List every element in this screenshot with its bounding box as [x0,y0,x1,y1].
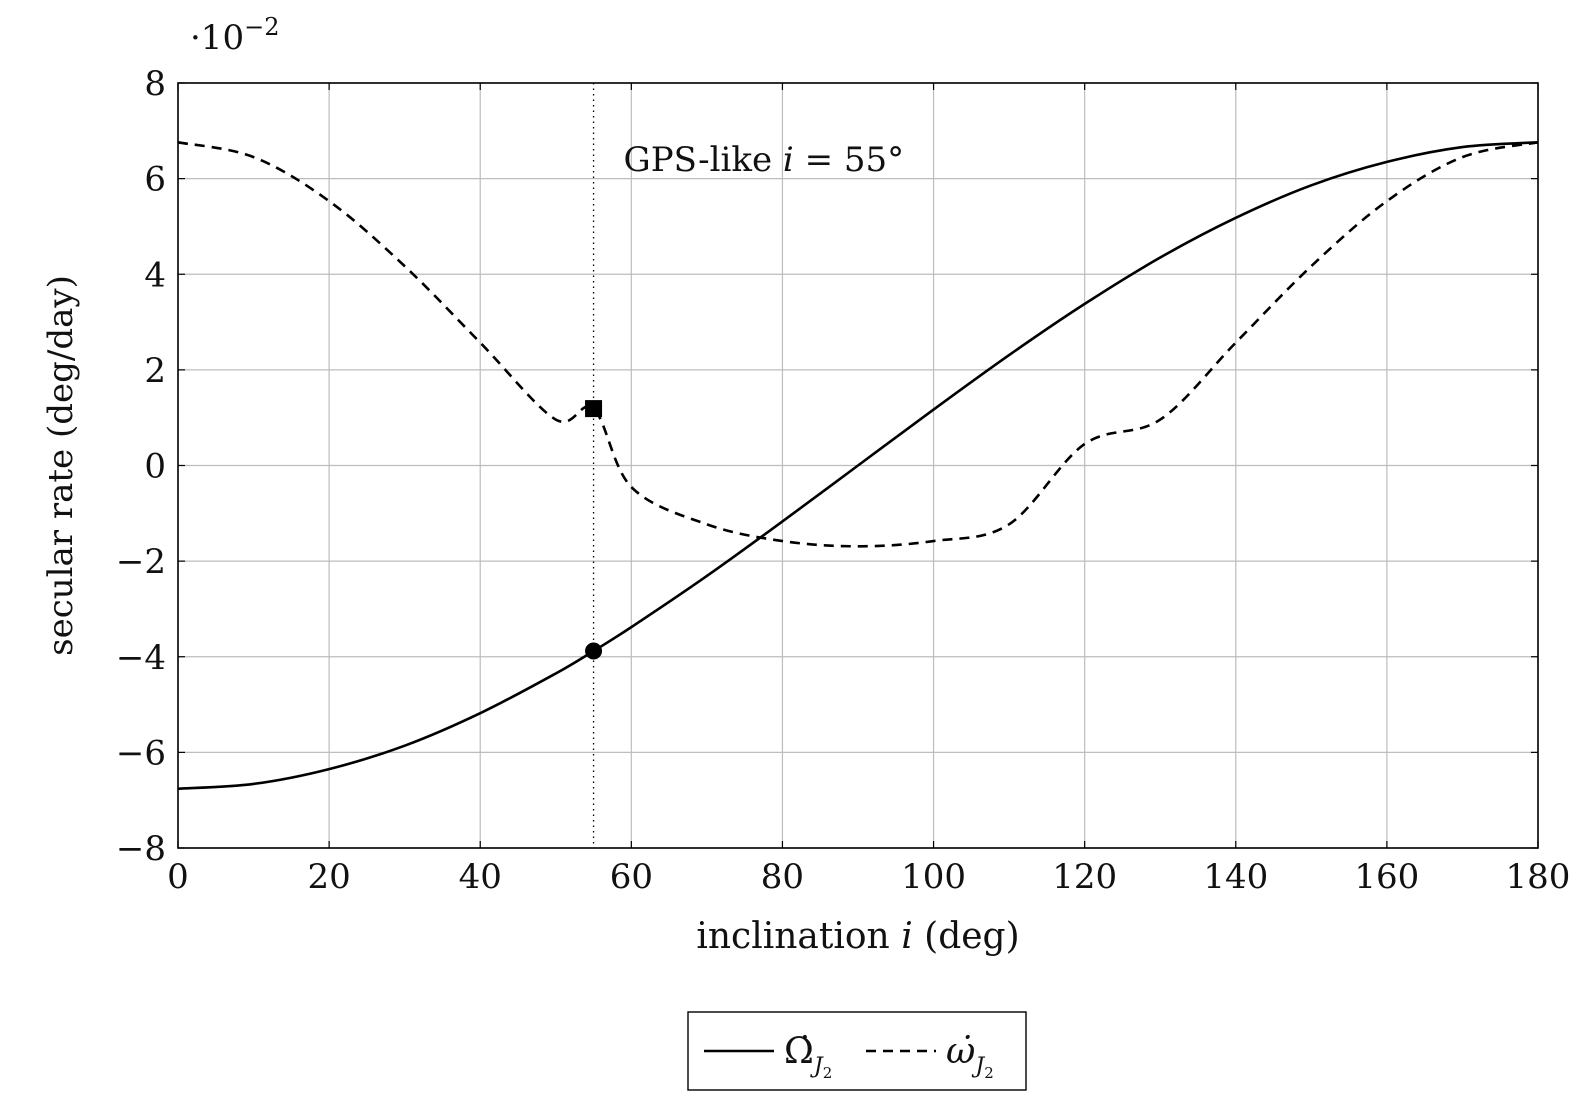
legend-symbol: Ω̇ [784,1031,814,1072]
x-tick-label: 20 [307,857,350,897]
x-tick-label: 100 [901,857,966,897]
annotation-label: GPS-like i = 55° [624,140,905,180]
x-axis-label: inclination i (deg) [696,916,1019,957]
x-tick-label: 120 [1052,857,1117,897]
x-axis-label-text: inclination [696,916,901,957]
tick-labels: 0 20 40 60 80 100 120 140 160 180 −8 −6 −4 −2 0 2 4 6 8 [116,64,1571,897]
x-tick-label: 60 [610,857,653,897]
legend-subsubscript: 2 [984,1064,994,1082]
legend: Ω̇J2ω̇J2 [688,1012,1026,1090]
marker-square [585,400,602,417]
annotation-text: GPS-like [624,140,783,180]
annotation-value: = 55° [794,140,904,180]
scale-base: ·10 [190,18,244,58]
y-tick-label: −6 [116,733,166,773]
legend-symbol: ω̇ [946,1031,975,1072]
y-tick-label: 6 [144,160,166,200]
scale-exponent: −2 [244,13,279,41]
x-tick-label: 140 [1203,857,1268,897]
y-tick-label: −4 [116,638,166,678]
y-axis-label: secular rate (deg/day) [41,275,81,656]
y-tick-label: 8 [144,64,166,104]
x-tick-label: 0 [167,857,189,897]
x-axis-label-unit: (deg) [913,916,1020,957]
y-tick-label: 4 [144,255,166,295]
x-tick-label: 80 [761,857,804,897]
y-tick-label: 0 [144,447,166,487]
x-tick-label: 40 [459,857,502,897]
annotation-var: i [783,140,794,180]
axis-scale-note: ·10−2 [190,13,279,58]
y-tick-label: −8 [116,829,166,869]
legend-subsubscript: 2 [823,1064,833,1082]
marker-circle [585,643,602,660]
y-tick-label: −2 [116,542,166,582]
x-tick-label: 160 [1354,857,1419,897]
x-tick-label: 180 [1506,857,1571,897]
x-axis-label-var: i [901,916,913,957]
y-tick-label: 2 [144,351,166,391]
series-line-omega-dot-perigee [178,142,1538,546]
